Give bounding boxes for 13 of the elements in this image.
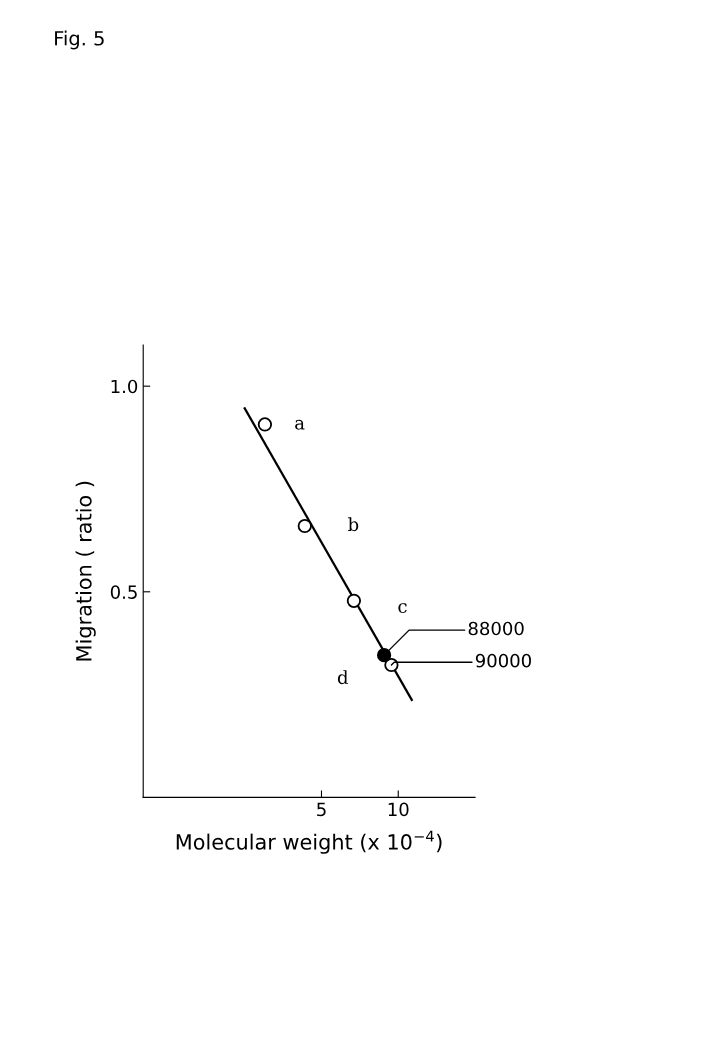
x-axis-title: Molecular weight (x 10$^{−4}$)	[176, 830, 442, 854]
annotation: d	[337, 670, 349, 685]
x-tick-label: 5	[317, 802, 326, 817]
annotation: c	[398, 603, 407, 614]
y-tick-label: 0.5	[110, 585, 137, 599]
y-axis-title: Migration ( ratio )	[75, 481, 96, 661]
chart-title: Fig. 5	[55, 30, 104, 50]
annotation: a	[295, 419, 305, 430]
y-tick-label: 1.0	[111, 379, 138, 394]
annotation: 88000	[468, 621, 524, 636]
annotation: b	[348, 517, 359, 532]
x-tick-label: 10	[388, 802, 409, 817]
text: 90000	[475, 653, 531, 668]
